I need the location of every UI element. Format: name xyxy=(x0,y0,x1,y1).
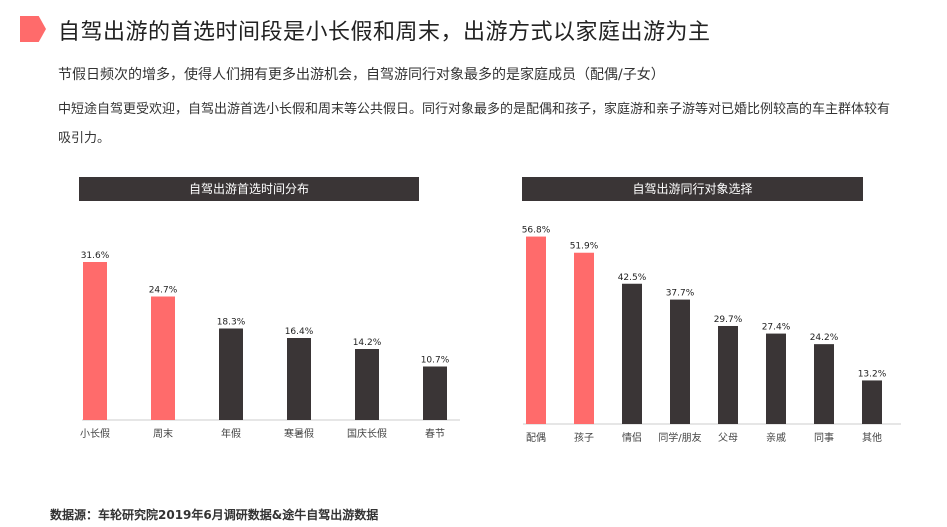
page-title: 自驾出游的首选时间段是小长假和周末，出游方式以家庭出游为主 xyxy=(58,20,711,45)
bar-1 xyxy=(574,252,594,424)
category-label-0: 配偶 xyxy=(526,431,546,444)
category-label-1: 孩子 xyxy=(574,431,594,444)
bar-5 xyxy=(766,333,786,424)
category-label-1: 周末 xyxy=(153,427,173,440)
bar-7 xyxy=(862,380,882,424)
title-marker-icon xyxy=(20,16,46,42)
chart-travel-time: 31.6% 小长假 24.7% 周末 18.3% 年假 16.4% 寒暑假 14.2% 国庆长假 1… xyxy=(80,251,460,440)
category-label-2: 年假 xyxy=(221,427,241,440)
category-label-4: 父母 xyxy=(718,432,738,444)
bar-0 xyxy=(83,262,107,420)
category-label-0: 小长假 xyxy=(80,427,110,440)
category-label-7: 其他 xyxy=(862,431,882,444)
data-source: 数据源：车轮研究院2019年6月调研数据&途牛自驾出游数据 xyxy=(50,508,379,522)
bar-4 xyxy=(718,325,738,424)
category-label-5: 亲戚 xyxy=(766,431,786,444)
bar-value-label-7: 13.2% xyxy=(858,369,887,379)
bar-value-label-4: 29.7% xyxy=(714,315,743,325)
bar-value-label-2: 42.5% xyxy=(618,273,647,283)
bar-value-label-1: 51.9% xyxy=(570,242,599,252)
bar-4 xyxy=(355,349,379,420)
chart-title-travel-time: 自驾出游首选时间分布 xyxy=(79,177,419,201)
chart-title-companions: 自驾出游同行对象选择 xyxy=(522,177,863,201)
bar-6 xyxy=(814,344,834,424)
chart-companions: 56.8% 配偶 51.9% 孩子 42.5% 情侣 37.7% 同学/朋友 29.7% 父母 27… xyxy=(522,226,901,444)
bar-value-label-3: 37.7% xyxy=(666,289,695,299)
category-label-2: 情侣 xyxy=(622,431,642,444)
category-label-5: 春节 xyxy=(425,428,445,440)
bar-2 xyxy=(219,328,243,420)
page-subtitle: 节假日频次的增多，使得人们拥有更多出游机会，自驾游同行对象最多的是家庭成员（配偶… xyxy=(58,67,665,83)
bar-value-label-4: 14.2% xyxy=(353,338,382,348)
bar-value-label-5: 27.4% xyxy=(762,323,791,333)
bar-1 xyxy=(151,296,175,420)
bar-value-label-2: 18.3% xyxy=(217,318,246,328)
bar-value-label-1: 24.7% xyxy=(149,286,178,296)
category-label-3: 寒暑假 xyxy=(284,427,314,440)
bar-2 xyxy=(622,283,642,424)
bar-0 xyxy=(526,236,546,424)
page-description: 中短途自驾更受欢迎，自驾出游首选小长假和周末等公共假日。同行对象最多的是配偶和孩… xyxy=(58,102,891,146)
bar-value-label-3: 16.4% xyxy=(285,327,314,337)
category-label-4: 国庆长假 xyxy=(347,427,387,440)
category-label-6: 同事 xyxy=(814,431,834,444)
category-label-3: 同学/朋友 xyxy=(658,431,701,444)
bar-value-label-6: 24.2% xyxy=(810,333,839,343)
bar-3 xyxy=(670,299,690,424)
bar-5 xyxy=(423,366,447,420)
bar-value-label-0: 56.8% xyxy=(522,226,551,236)
bar-value-label-0: 31.6% xyxy=(81,251,110,261)
bar-3 xyxy=(287,338,311,420)
bar-value-label-5: 10.7% xyxy=(421,356,450,366)
